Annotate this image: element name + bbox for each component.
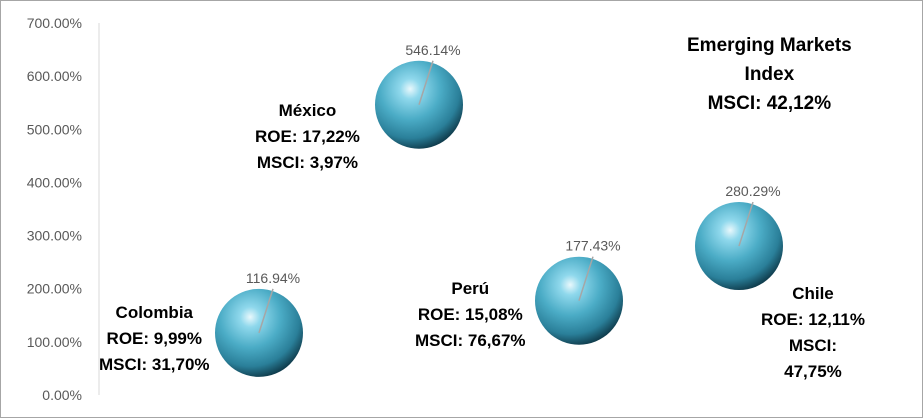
leader-line [738, 201, 754, 247]
leader-line [578, 256, 594, 301]
annotation-line: MSCI: 31,70% [99, 355, 210, 374]
y-tick-label: 300.00% [27, 228, 82, 244]
title-line: Index [744, 64, 795, 85]
annotation-line: 47,75% [784, 362, 842, 381]
leader-line [258, 288, 274, 334]
annotation-mexico: México ROE: 17,22% MSCI: 3,97% [255, 98, 360, 176]
annotation-line: ROE: 17,22% [255, 127, 360, 146]
y-tick-label: 200.00% [27, 281, 82, 297]
annotation-line: Colombia [115, 303, 193, 322]
y-tick-label: 700.00% [27, 15, 82, 31]
bubbles-layer: 116.94% 546.14% 177.43% 280.29% [215, 42, 783, 377]
annotation-line: MSCI: 3,97% [256, 153, 358, 172]
y-tick-label: 100.00% [27, 334, 82, 350]
annotation-chile: Chile ROE: 12,11% MSCI: 47,75% [761, 281, 865, 385]
annotation-line: ROE: 15,08% [417, 305, 523, 324]
annotation-line: MSCI: [788, 336, 838, 355]
y-tick-label: 500.00% [27, 121, 82, 137]
annotation-line: Perú [451, 279, 490, 298]
annotation-colombia: Colombia ROE: 9,99% MSCI: 31,70% [99, 300, 210, 378]
title-line: Emerging Markets [687, 35, 852, 56]
bubble-chile [695, 202, 783, 291]
y-tick-label: 400.00% [27, 174, 82, 190]
annotation-line: MSCI: 76,67% [415, 331, 526, 350]
chart-title: Emerging Markets Index MSCI: 42,12% [687, 31, 852, 118]
value-label: 177.43% [565, 238, 620, 254]
value-label: 280.29% [725, 183, 780, 199]
annotation-line: Chile [792, 284, 834, 303]
y-axis-ticks: 0.00% 100.00% 200.00% 300.00% 400.00% 500.00%… [27, 15, 82, 403]
annotation-line: México [278, 101, 337, 120]
y-tick-label: 0.00% [42, 387, 82, 403]
y-tick-label: 600.00% [27, 68, 82, 84]
title-line: MSCI: 42,12% [707, 93, 832, 114]
leader-line [418, 60, 434, 105]
value-label: 546.14% [405, 42, 460, 58]
annotation-peru: Perú ROE: 15,08% MSCI: 76,67% [415, 276, 526, 354]
value-label: 116.94% [246, 270, 300, 286]
annotation-line: ROE: 12,11% [761, 310, 865, 329]
annotation-line: ROE: 9,99% [106, 329, 202, 348]
